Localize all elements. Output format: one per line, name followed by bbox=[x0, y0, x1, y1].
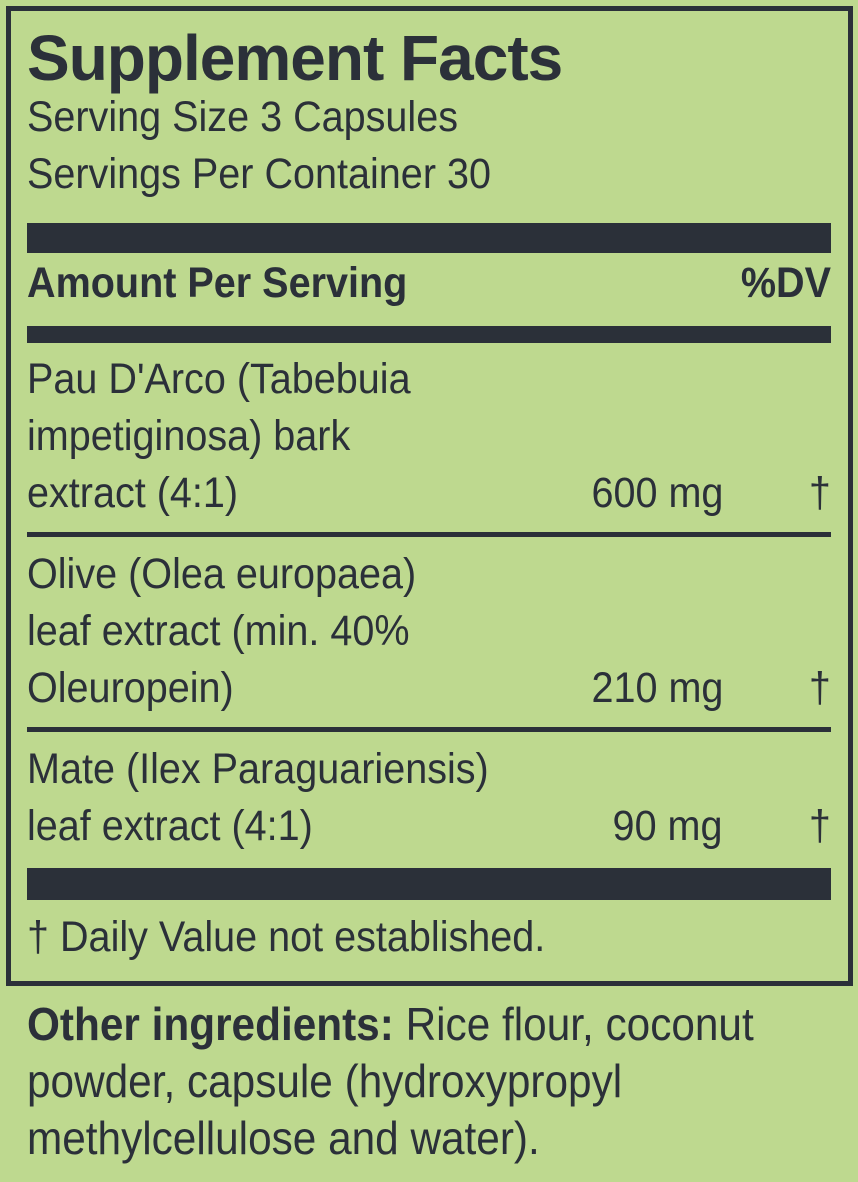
other-ingredients-text: methylcellulose and water). bbox=[27, 1112, 540, 1164]
ingredient-row-pau-darco: Pau D'Arco (Tabebuia impetiginosa) bark … bbox=[27, 351, 831, 522]
ingredient-amount: 210 mg bbox=[591, 664, 723, 712]
footnote-divider-bar bbox=[27, 868, 831, 900]
ingredient-dv-dagger: † bbox=[808, 802, 831, 850]
ingredient-name: Pau D'Arco (Tabebuia impetiginosa) bark … bbox=[27, 355, 411, 517]
servings-per-container: Servings Per Container 30 bbox=[27, 150, 491, 198]
ingredient-amount: 90 mg bbox=[613, 802, 723, 850]
ingredient-amount: 600 mg bbox=[591, 469, 723, 517]
ingredient-row-mate-leaf: Mate (Ilex Paraguariensis) leaf extract … bbox=[27, 741, 831, 855]
other-ingredients-label: Other ingredients: bbox=[27, 998, 394, 1050]
other-ingredients: Other ingredients: Rice flour, coconut p… bbox=[27, 996, 781, 1167]
other-ingredients-text: powder, capsule (hydroxypropyl bbox=[27, 1055, 623, 1107]
percent-dv-label: %DV bbox=[740, 259, 831, 307]
column-header-row: Amount Per Serving %DV bbox=[27, 255, 831, 312]
ingredient-dv-dagger: † bbox=[808, 469, 831, 517]
divider-bar-top bbox=[27, 223, 831, 253]
panel-title: Supplement Facts bbox=[27, 22, 563, 94]
ingredient-row-olive-leaf: Olive (Olea europaea) leaf extract (min.… bbox=[27, 546, 831, 717]
ingredient-dv-dagger: † bbox=[808, 664, 831, 712]
row-divider bbox=[27, 727, 831, 732]
serving-size: Serving Size 3 Capsules bbox=[27, 93, 458, 141]
other-ingredients-text: Rice flour, coconut bbox=[393, 998, 754, 1050]
row-divider bbox=[27, 532, 831, 537]
ingredient-name: Mate (Ilex Paraguariensis) leaf extract … bbox=[27, 745, 489, 850]
ingredient-name: Olive (Olea europaea) leaf extract (min.… bbox=[27, 550, 417, 712]
supplement-facts-panel: Supplement Facts Serving Size 3 Capsules… bbox=[6, 6, 853, 986]
daily-value-footnote: † Daily Value not established. bbox=[27, 913, 546, 961]
header-divider-bar bbox=[27, 326, 831, 343]
amount-per-serving-label: Amount Per Serving bbox=[27, 259, 408, 307]
